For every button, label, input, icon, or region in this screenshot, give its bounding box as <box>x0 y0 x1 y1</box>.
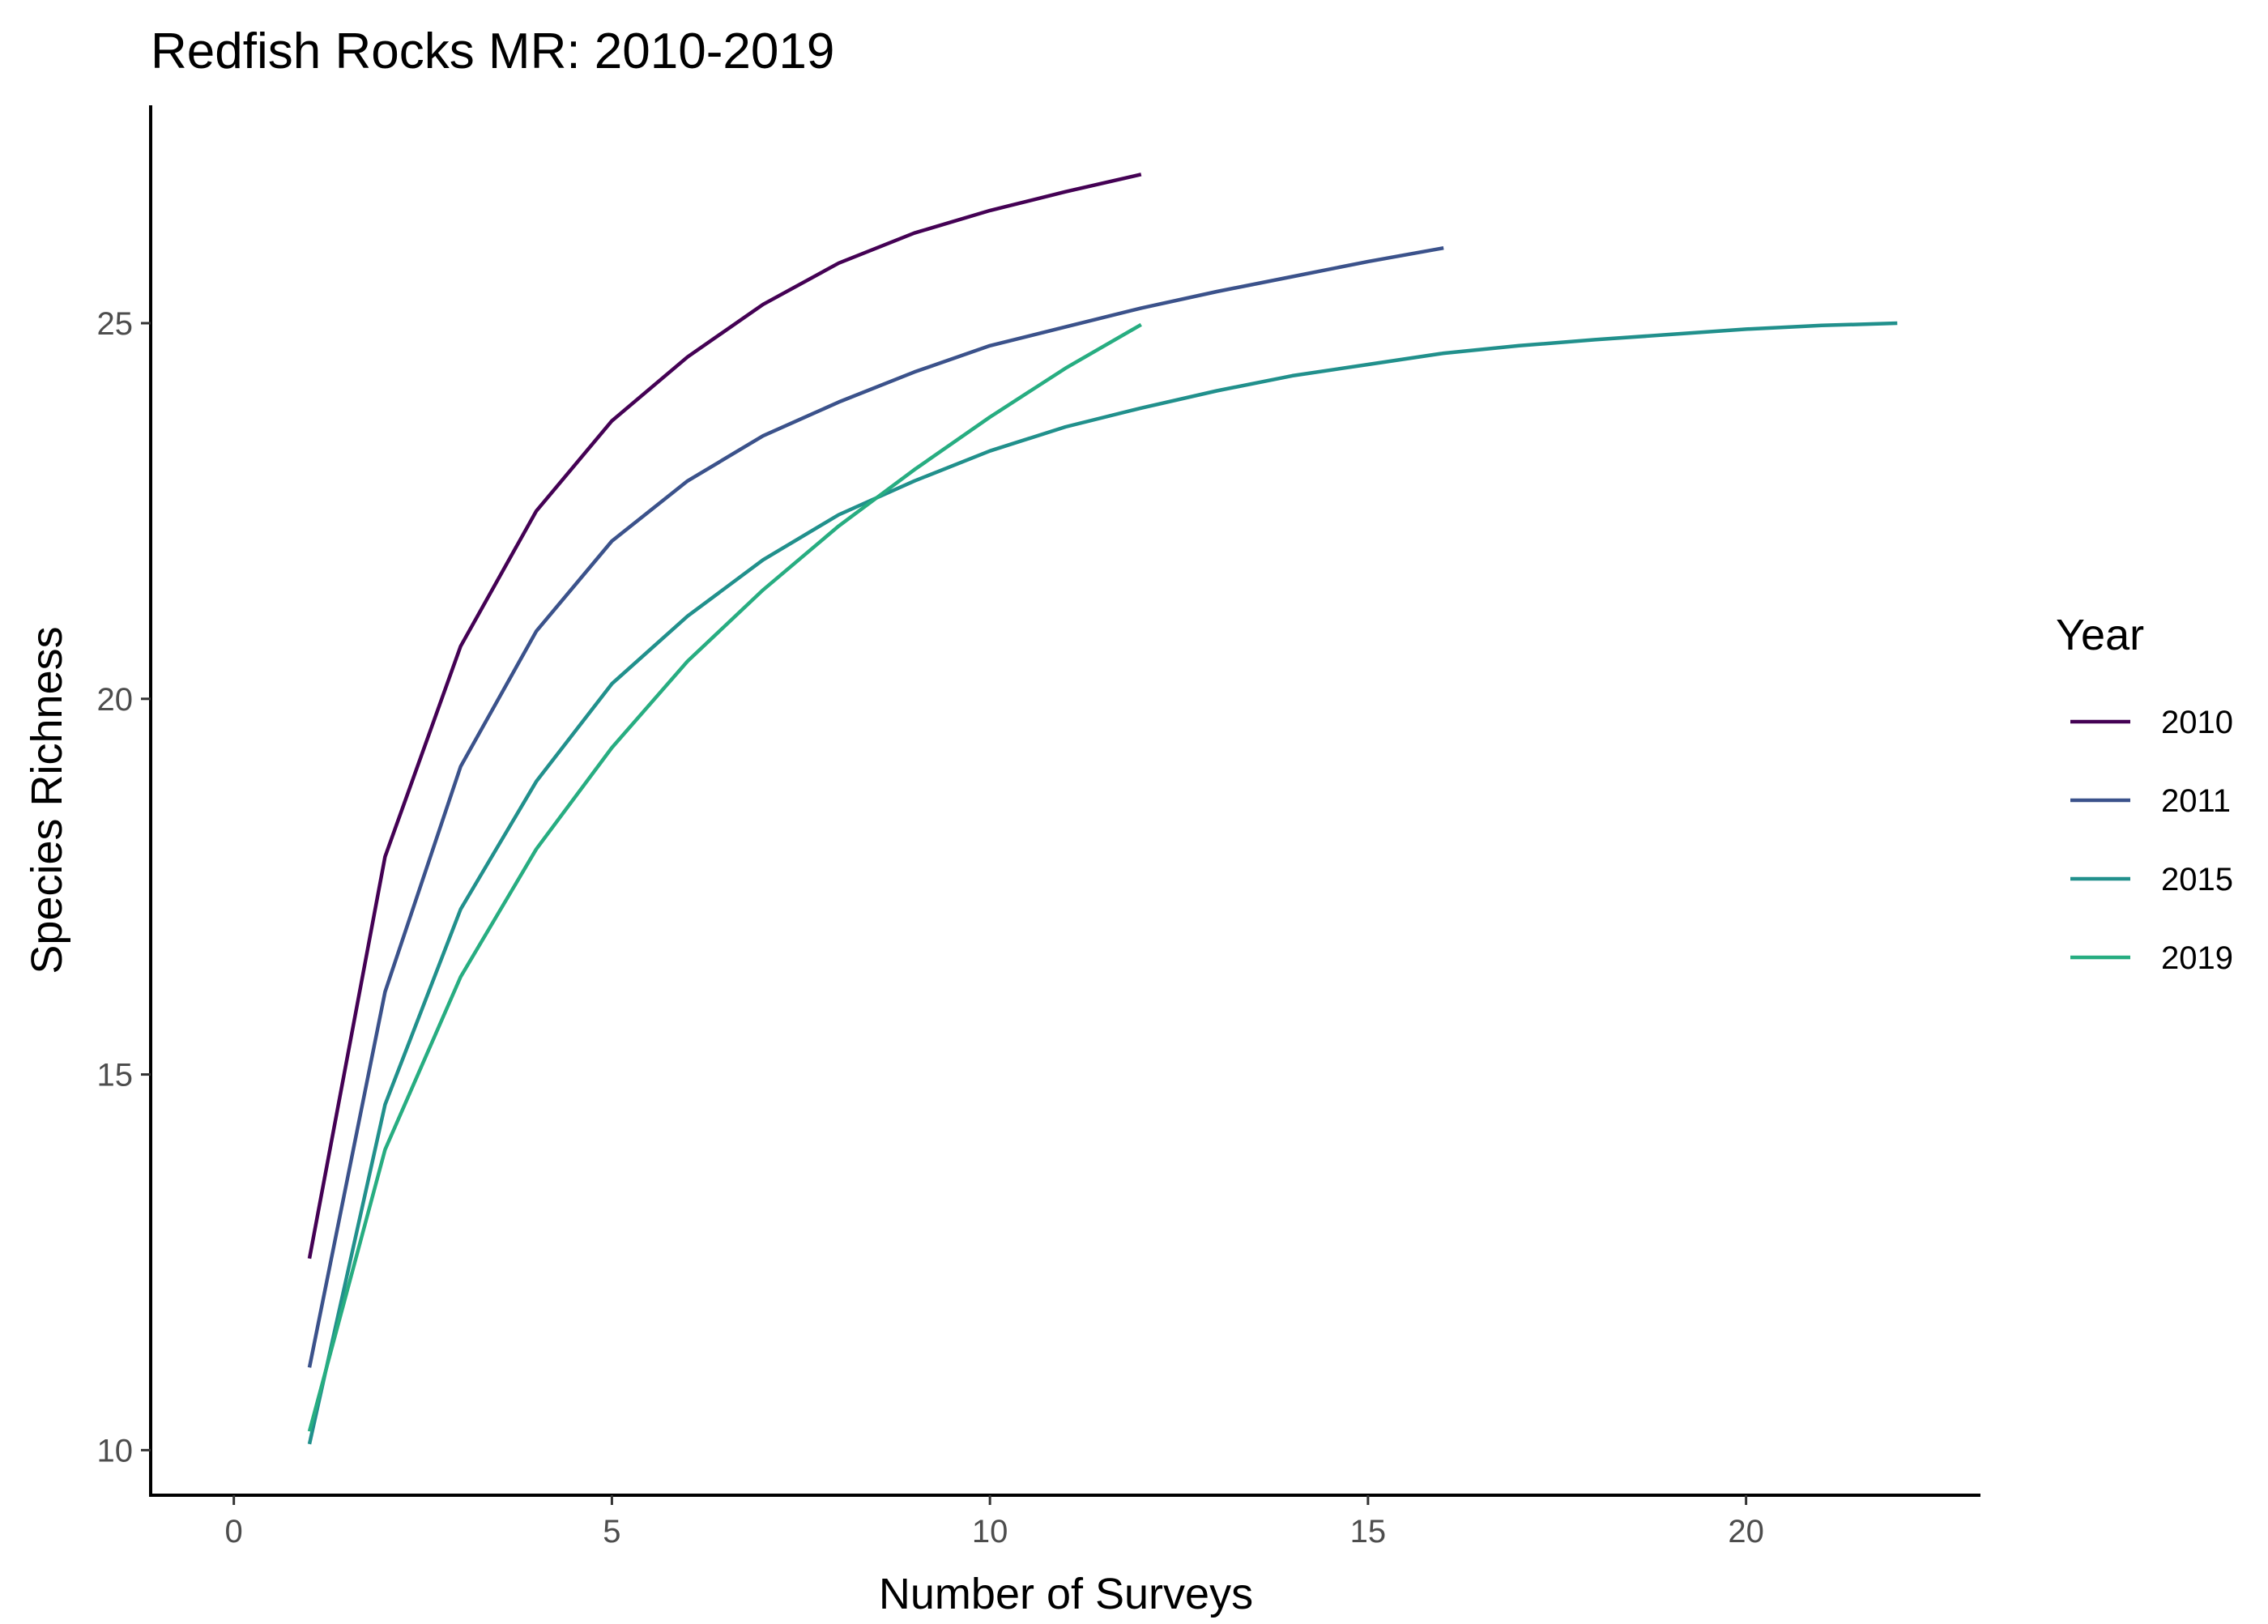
x-tick-label: 10 <box>972 1514 1008 1549</box>
series-line-2010 <box>307 173 1142 1260</box>
y-axis-ticks: 10 15 20 25 <box>97 306 151 1468</box>
x-tick-label: 5 <box>603 1514 620 1549</box>
y-axis-title: Species Richness <box>23 626 71 974</box>
legend-items: 2010 2011 2015 2019 <box>2070 705 2233 976</box>
legend-label-2015: 2015 <box>2161 862 2233 897</box>
series-line-2015 <box>307 321 1898 1445</box>
legend-title: Year <box>2056 611 2144 659</box>
chart-title: Redfish Rocks MR: 2010-2019 <box>151 23 834 79</box>
y-tick-label: 10 <box>97 1433 134 1468</box>
legend-label-2010: 2010 <box>2161 705 2233 740</box>
legend: Year 2010 2011 2015 2019 <box>2056 611 2233 976</box>
y-tick-label: 20 <box>97 682 134 718</box>
x-tick-label: 0 <box>225 1514 243 1549</box>
x-axis-ticks: 0 5 10 15 20 <box>225 1495 1764 1549</box>
series-line-2011 <box>307 245 1444 1368</box>
legend-label-2019: 2019 <box>2161 940 2233 976</box>
x-axis-title: Number of Surveys <box>879 1570 1253 1618</box>
series-line-2019 <box>307 322 1142 1432</box>
legend-label-2011: 2011 <box>2161 783 2231 819</box>
y-tick-label: 15 <box>97 1058 134 1093</box>
y-tick-label: 25 <box>97 306 134 342</box>
series-lines <box>307 173 1898 1445</box>
x-tick-label: 20 <box>1728 1514 1764 1549</box>
x-tick-label: 15 <box>1350 1514 1387 1549</box>
axes <box>149 105 1980 1497</box>
